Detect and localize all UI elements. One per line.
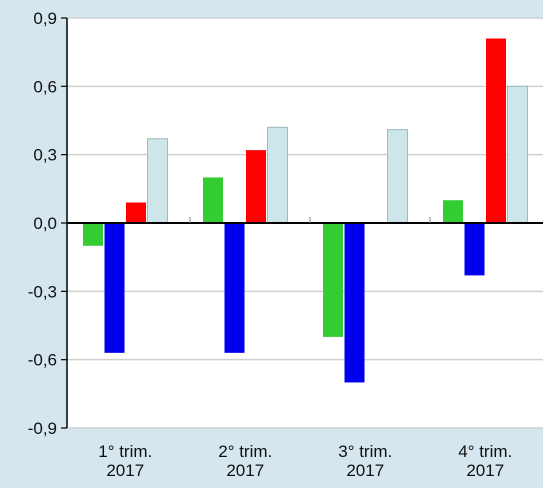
gridlines [67, 17, 543, 429]
x-tick-label-2-line0: 3° trim. [338, 442, 392, 461]
bar-series2-cat2 [224, 223, 245, 353]
y-axis-ticks: 0,9 0,6 0,3 0,0 -0,3 -0,6 -0,9 [28, 9, 67, 438]
bar-series1-cat1 [83, 223, 103, 246]
x-tick-label-1-line1: 2017 [226, 461, 264, 480]
y-tick-label-2: 0,3 [33, 146, 57, 165]
y-tick-label-4: -0,3 [28, 282, 57, 301]
x-tick-label-0-line0: 1° trim. [98, 442, 152, 461]
bar-series1-cat3 [323, 223, 343, 337]
bar-series1-cat4 [443, 200, 463, 223]
bar-series4-cat1 [147, 138, 168, 224]
y-tick-label-3: 0,0 [33, 214, 57, 233]
bar-series2-cat4 [464, 223, 485, 276]
y-tick-label-5: -0,6 [28, 351, 57, 370]
bar-series4-cat4 [507, 85, 528, 224]
x-tick-label-0-line1: 2017 [106, 461, 144, 480]
x-tick-label-2-line1: 2017 [346, 461, 384, 480]
bar-series2-cat1 [104, 223, 125, 353]
bar-series3-cat4 [486, 38, 506, 223]
y-tick-label-1: 0,6 [33, 77, 57, 96]
bar-series2-cat3 [344, 223, 365, 383]
bar-series1-cat2 [203, 177, 223, 223]
x-tick-label-3-line0: 4° trim. [458, 442, 512, 461]
bar-series3-cat2 [246, 150, 266, 223]
bar-series4-cat2 [267, 126, 288, 224]
bars [83, 38, 528, 383]
x-tick-label-1-line0: 2° trim. [218, 442, 272, 461]
bar-series4-cat3 [387, 129, 408, 224]
y-tick-label-0: 0,9 [33, 9, 57, 28]
x-tick-label-3-line1: 2017 [466, 461, 504, 480]
bar-series3-cat1 [126, 202, 146, 223]
y-tick-label-6: -0,9 [28, 419, 57, 438]
